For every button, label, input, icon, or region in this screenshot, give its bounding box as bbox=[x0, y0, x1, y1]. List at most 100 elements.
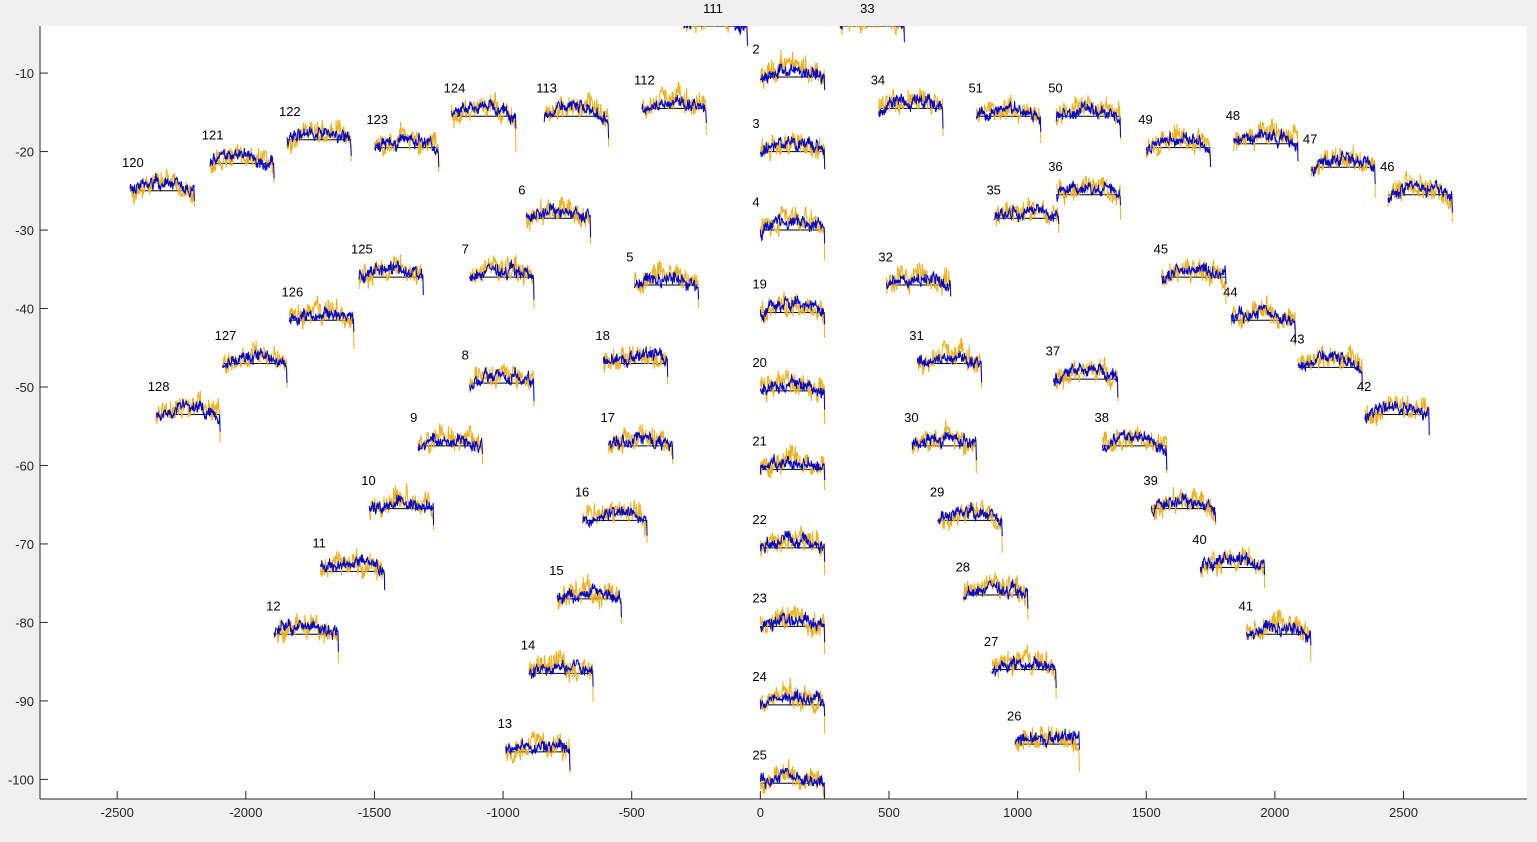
trace-b-126 bbox=[289, 306, 355, 332]
channel-label-48: 48 bbox=[1226, 108, 1240, 123]
channel-20 bbox=[759, 369, 826, 425]
channel-label-36: 36 bbox=[1048, 159, 1062, 174]
trace-b-42 bbox=[1364, 401, 1430, 436]
trace-b-35 bbox=[994, 203, 1060, 225]
trace-a-17 bbox=[608, 424, 674, 465]
trace-a-24 bbox=[759, 677, 826, 734]
channel-4 bbox=[759, 205, 826, 261]
channel-47 bbox=[1310, 145, 1376, 198]
trace-b-122 bbox=[286, 126, 352, 156]
x-tick-label: -1500 bbox=[358, 805, 391, 820]
channel-label-43: 43 bbox=[1290, 332, 1304, 347]
channel-label-40: 40 bbox=[1192, 532, 1206, 547]
channel-40 bbox=[1199, 546, 1266, 589]
channel-label-9: 9 bbox=[410, 410, 417, 425]
trace-b-120 bbox=[129, 172, 195, 202]
channel-label-44: 44 bbox=[1223, 285, 1237, 300]
channel-17 bbox=[608, 424, 674, 465]
channel-26 bbox=[1014, 726, 1080, 772]
channel-label-13: 13 bbox=[498, 716, 512, 731]
channel-8 bbox=[469, 363, 535, 407]
trace-a-125 bbox=[358, 254, 424, 293]
channel-label-27: 27 bbox=[984, 634, 998, 649]
channel-label-37: 37 bbox=[1046, 343, 1060, 358]
channel-label-18: 18 bbox=[595, 328, 609, 343]
trace-b-2 bbox=[759, 63, 826, 91]
channel-24 bbox=[759, 677, 826, 734]
channel-120 bbox=[129, 167, 195, 207]
channel-42 bbox=[1364, 395, 1430, 436]
trace-b-7 bbox=[469, 259, 535, 300]
channel-label-5: 5 bbox=[626, 249, 633, 264]
channel-128 bbox=[155, 390, 221, 443]
trace-b-12 bbox=[273, 618, 339, 652]
channel-label-21: 21 bbox=[752, 434, 766, 449]
channel-122 bbox=[286, 119, 352, 162]
trace-b-10 bbox=[368, 494, 435, 526]
trace-b-51 bbox=[975, 100, 1042, 133]
trace-b-127 bbox=[222, 348, 288, 384]
trace-b-16 bbox=[582, 506, 648, 536]
trace-b-15 bbox=[556, 583, 622, 618]
y-tick-label: -90 bbox=[15, 694, 34, 709]
channel-label-6: 6 bbox=[518, 183, 525, 198]
trace-b-6 bbox=[525, 202, 592, 238]
trace-b-8 bbox=[469, 366, 535, 402]
trace-b-32 bbox=[885, 271, 952, 297]
channel-label-121: 121 bbox=[202, 128, 224, 143]
channel-label-39: 39 bbox=[1143, 473, 1157, 488]
channel-21 bbox=[759, 443, 826, 491]
channel-7 bbox=[469, 254, 535, 309]
x-tick-label: -2500 bbox=[101, 805, 134, 820]
trace-b-14 bbox=[528, 658, 594, 687]
channel-5 bbox=[633, 260, 700, 308]
channel-label-126: 126 bbox=[282, 285, 304, 300]
channel-38 bbox=[1102, 426, 1168, 474]
trace-a-14 bbox=[528, 649, 594, 702]
channel-46 bbox=[1387, 170, 1453, 222]
trace-a-49 bbox=[1145, 123, 1212, 162]
channel-label-10: 10 bbox=[361, 473, 375, 488]
trace-a-128 bbox=[155, 390, 221, 443]
trace-a-25 bbox=[759, 758, 825, 799]
trace-b-4 bbox=[759, 213, 826, 244]
trace-b-112 bbox=[641, 94, 707, 124]
trace-a-34 bbox=[878, 88, 944, 137]
trace-b-29 bbox=[937, 502, 1003, 537]
x-tick-label: 1500 bbox=[1132, 805, 1161, 820]
y-tick-label: -60 bbox=[15, 458, 34, 473]
trace-b-47 bbox=[1310, 150, 1376, 185]
channel-31 bbox=[916, 337, 983, 388]
channel-28 bbox=[963, 571, 1029, 620]
channel-label-11: 11 bbox=[312, 536, 326, 551]
channel-27 bbox=[991, 644, 1057, 699]
y-tick-label: -30 bbox=[15, 223, 34, 238]
channel-121 bbox=[209, 143, 275, 183]
trace-b-121 bbox=[209, 148, 275, 179]
channel-label-17: 17 bbox=[601, 410, 615, 425]
trace-b-13 bbox=[505, 738, 571, 771]
trace-b-39 bbox=[1150, 492, 1217, 522]
channel-18 bbox=[602, 345, 669, 385]
channel-label-26: 26 bbox=[1007, 708, 1021, 723]
channel-label-25: 25 bbox=[752, 748, 766, 763]
trace-a-42 bbox=[1364, 395, 1430, 429]
channel-22 bbox=[759, 525, 826, 576]
x-tick-label: 2000 bbox=[1260, 805, 1289, 820]
trace-b-49 bbox=[1145, 131, 1212, 168]
channel-label-35: 35 bbox=[986, 183, 1000, 198]
channel-label-24: 24 bbox=[752, 669, 766, 684]
channel-label-49: 49 bbox=[1138, 112, 1152, 127]
channel-label-125: 125 bbox=[351, 241, 373, 256]
channel-label-127: 127 bbox=[215, 328, 237, 343]
channel-label-31: 31 bbox=[909, 328, 923, 343]
channel-label-51: 51 bbox=[968, 81, 982, 96]
channel-label-8: 8 bbox=[462, 347, 469, 362]
x-tick-label: 1000 bbox=[1003, 805, 1032, 820]
trace-a-45 bbox=[1161, 257, 1227, 305]
trace-a-28 bbox=[963, 571, 1029, 620]
channel-29 bbox=[937, 498, 1003, 553]
trace-b-30 bbox=[911, 431, 977, 461]
channel-label-22: 22 bbox=[752, 512, 766, 527]
